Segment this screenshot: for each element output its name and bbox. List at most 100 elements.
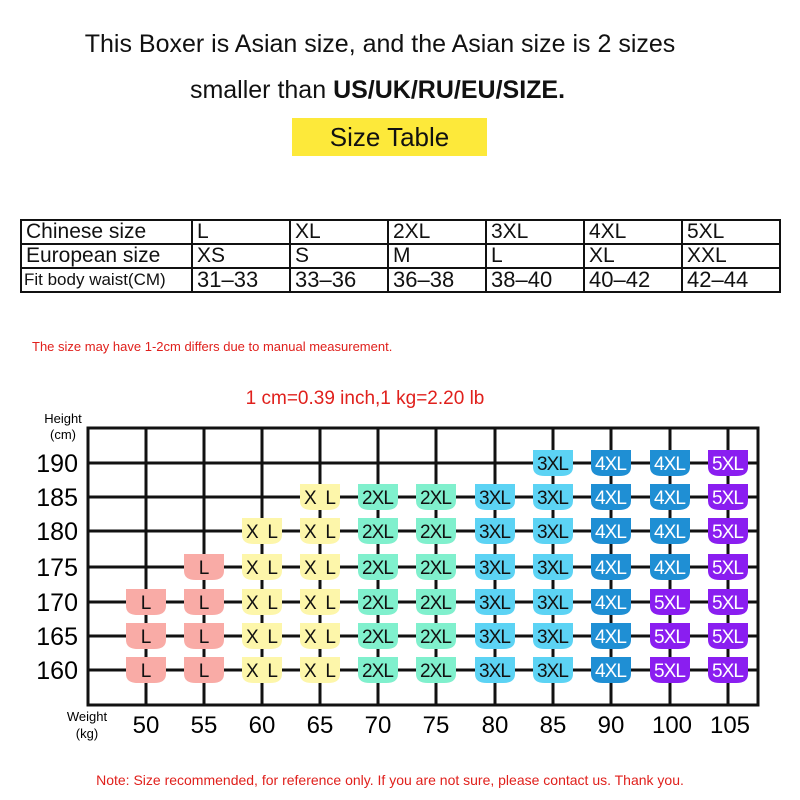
size-badge-shape — [358, 554, 398, 580]
size-badge-shape — [416, 657, 456, 683]
size-badge-4xl: 4XL — [591, 518, 631, 544]
size-badge-shape — [650, 554, 690, 580]
size-table-row: European size XS S M L XL XXL — [20, 243, 781, 269]
size-badge-label: 2XL — [362, 522, 394, 543]
size-badge-label: 4XL — [595, 488, 627, 509]
size-table-row-label: European size — [20, 243, 193, 269]
size-table-cell: 2XL — [387, 219, 487, 245]
size-badge-shape — [591, 518, 631, 544]
size-badge-4xl: 4XL — [591, 623, 631, 649]
size-badge-shape — [416, 554, 456, 580]
size-badge-5xl: 5XL — [708, 484, 748, 510]
y-tick-label: 185 — [36, 484, 78, 512]
size-table-cell: M — [387, 243, 487, 269]
size-badge-3xl: 3XL — [475, 623, 515, 649]
y-tick-label: 160 — [36, 657, 78, 685]
size-table-cell: S — [289, 243, 389, 269]
size-badge-shape — [708, 623, 748, 649]
size-badge-xl: XL — [300, 484, 340, 510]
headline-line-2-prefix: smaller than — [189, 76, 334, 104]
size-table-cell: 31–33 — [191, 267, 291, 293]
size-badge-2xl: 2XL — [358, 554, 398, 580]
size-badge-shape — [184, 657, 224, 683]
size-table-cell: 5XL — [681, 219, 781, 245]
size-badge-label: 5XL — [712, 488, 744, 509]
size-badge-4xl: 4XL — [591, 554, 631, 580]
x-tick-label: 60 — [249, 712, 276, 739]
headline-line-2: smaller than US/UK/RU/EU/SIZE. — [0, 76, 755, 105]
size-badge-shape — [358, 657, 398, 683]
size-badge-shape — [708, 450, 748, 476]
size-badge-xl: XL — [300, 623, 340, 649]
size-badge-5xl: 5XL — [708, 589, 748, 615]
size-badge-label: 2XL — [420, 558, 452, 579]
size-badge-label: 2XL — [362, 661, 394, 682]
size-table-cell: XS — [191, 243, 291, 269]
size-badge-shape — [242, 623, 282, 649]
size-table-cell: 3XL — [485, 219, 585, 245]
size-badge-2xl: 2XL — [416, 589, 456, 615]
size-badge-label: 3XL — [479, 661, 511, 682]
size-badge-label: 4XL — [595, 558, 627, 579]
size-badge-2xl: 2XL — [358, 623, 398, 649]
size-table-row-label: Fit body waist(CM) — [20, 267, 193, 293]
y-axis-label: (cm) — [50, 427, 76, 442]
size-badge-shape — [475, 623, 515, 649]
size-badge-shape — [650, 484, 690, 510]
size-badge-2xl: 2XL — [416, 554, 456, 580]
size-badge-label: 4XL — [654, 522, 686, 543]
size-table-cell: XXL — [681, 243, 781, 269]
size-badge-label: 2XL — [420, 593, 452, 614]
size-badge-xl: XL — [300, 589, 340, 615]
size-badge-label: 2XL — [362, 488, 394, 509]
x-tick-label: 80 — [482, 712, 509, 739]
size-badge-label: 2XL — [362, 558, 394, 579]
size-badge-label: 5XL — [654, 627, 686, 648]
size-badge-4xl: 4XL — [650, 554, 690, 580]
size-badge-shape — [533, 518, 573, 544]
size-badge-shape — [242, 657, 282, 683]
size-table-cell: 4XL — [583, 219, 683, 245]
size-badge-shape — [708, 554, 748, 580]
size-badge-2xl: 2XL — [416, 518, 456, 544]
size-table-row: Chinese size L XL 2XL 3XL 4XL 5XL — [20, 219, 781, 245]
x-tick-label: 105 — [710, 712, 750, 739]
size-badge-label: L — [141, 661, 152, 682]
size-badge-shape — [184, 554, 224, 580]
size-badge-4xl: 4XL — [591, 484, 631, 510]
size-badge-l: L — [184, 623, 224, 649]
headline-line-1: This Boxer is Asian size, and the Asian … — [84, 30, 676, 58]
size-badge-label: 3XL — [537, 593, 569, 614]
size-badge-l: L — [126, 589, 166, 615]
size-badge-shape — [300, 589, 340, 615]
size-badge-5xl: 5XL — [708, 657, 748, 683]
size-badge-label: 3XL — [537, 558, 569, 579]
size-badge-label: L — [141, 593, 152, 614]
size-badge-shape — [358, 484, 398, 510]
size-badge-shape — [650, 657, 690, 683]
size-badge-shape — [475, 657, 515, 683]
size-badge-shape — [591, 657, 631, 683]
size-table-cell: XL — [289, 219, 389, 245]
size-badge-3xl: 3XL — [533, 484, 573, 510]
size-badge-label: 2XL — [420, 522, 452, 543]
size-badge-shape — [533, 623, 573, 649]
headline-line-2-bold: US/UK/RU/EU/SIZE. — [333, 76, 566, 104]
size-badge-shape — [591, 554, 631, 580]
size-badge-shape — [475, 554, 515, 580]
size-badge-shape — [300, 554, 340, 580]
size-badge-shape — [533, 589, 573, 615]
size-badge-4xl: 4XL — [650, 484, 690, 510]
x-tick-label: 75 — [423, 712, 450, 739]
size-table-row-label: Chinese size — [20, 219, 193, 245]
size-badge-2xl: 2XL — [416, 623, 456, 649]
y-tick-label: 175 — [36, 554, 78, 582]
x-axis-label: Weight — [67, 709, 108, 724]
size-badge-label: 3XL — [537, 522, 569, 543]
size-badge-shape — [358, 518, 398, 544]
size-badge-l: L — [184, 589, 224, 615]
size-badge-shape — [416, 623, 456, 649]
size-table-title: Size Table — [292, 118, 487, 156]
size-badge-label: 3XL — [479, 488, 511, 509]
size-badge-label: 5XL — [654, 661, 686, 682]
